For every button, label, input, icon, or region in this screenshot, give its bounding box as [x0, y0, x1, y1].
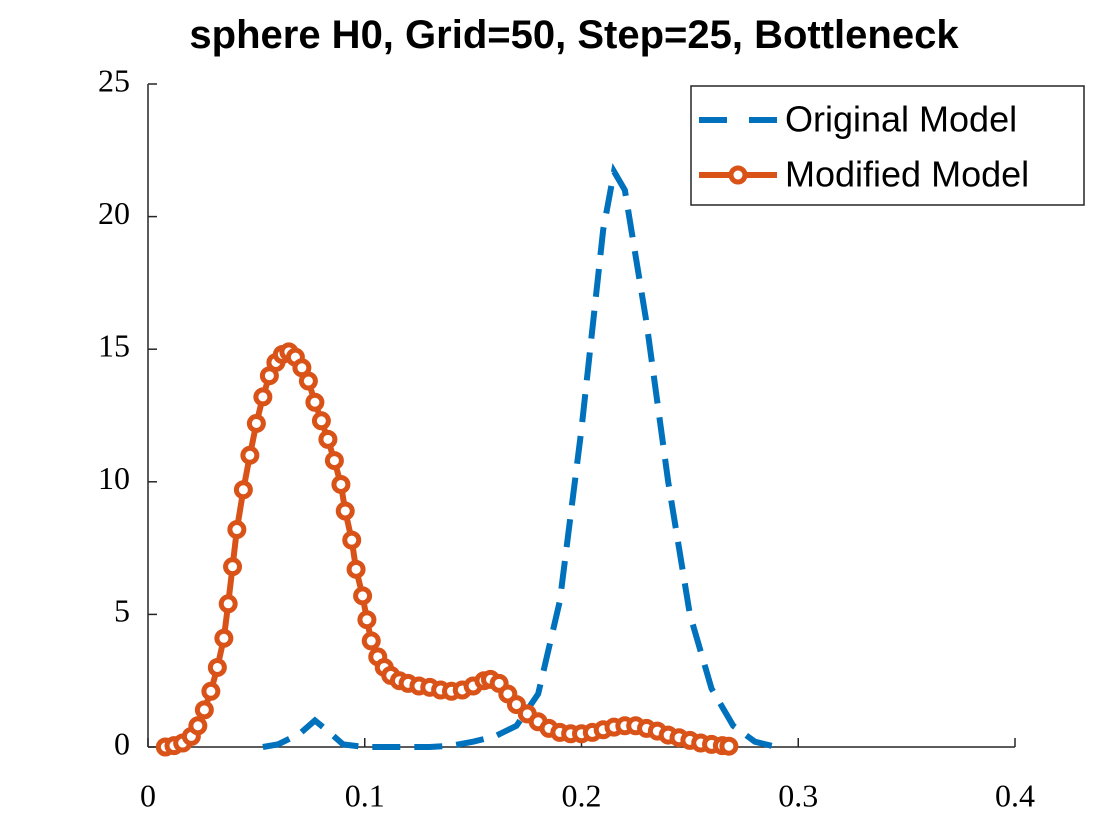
- series-marker: [357, 610, 377, 630]
- series-marker: [188, 716, 208, 736]
- series-marker: [361, 631, 381, 651]
- x-tick-label: 0.3: [778, 777, 818, 813]
- series-marker: [227, 520, 247, 540]
- y-tick-label: 10: [98, 460, 130, 496]
- y-tick-label: 5: [114, 593, 130, 629]
- series-marker: [218, 594, 238, 614]
- y-tick-label: 15: [98, 328, 130, 364]
- series-marker: [342, 530, 362, 550]
- series-marker: [331, 474, 351, 494]
- series-marker: [240, 445, 260, 465]
- series-marker: [311, 411, 331, 431]
- series-marker: [719, 736, 739, 756]
- legend-marker: [728, 165, 748, 185]
- legend-box: [690, 85, 1085, 206]
- series-line: [262, 163, 778, 750]
- y-tick-label: 25: [98, 62, 130, 98]
- y-tick-label: 0: [114, 725, 130, 761]
- series-marker: [194, 700, 214, 720]
- series-marker: [346, 559, 366, 579]
- series-marker: [223, 557, 243, 577]
- chart-title: sphere H0, Grid=50, Step=25, Bottleneck: [189, 13, 959, 57]
- series-marker: [318, 429, 338, 449]
- series-marker: [335, 501, 355, 521]
- series-marker: [298, 371, 318, 391]
- series-marker: [324, 451, 344, 471]
- x-tick-label: 0.2: [562, 777, 602, 813]
- legend-label: Original Model: [785, 99, 1017, 140]
- x-tick-label: 0.4: [995, 777, 1035, 813]
- x-tick-label: 0.1: [345, 777, 385, 813]
- legend-label: Modified Model: [785, 154, 1029, 195]
- series-marker: [233, 480, 253, 500]
- series-marker: [305, 392, 325, 412]
- series-marker: [201, 681, 221, 701]
- series-marker: [214, 628, 234, 648]
- series-marker: [253, 387, 273, 407]
- x-tick-label: 0: [140, 777, 156, 813]
- y-tick-label: 20: [98, 195, 130, 231]
- series-marker: [353, 586, 373, 606]
- series-marker: [246, 413, 266, 433]
- series-marker: [207, 657, 227, 677]
